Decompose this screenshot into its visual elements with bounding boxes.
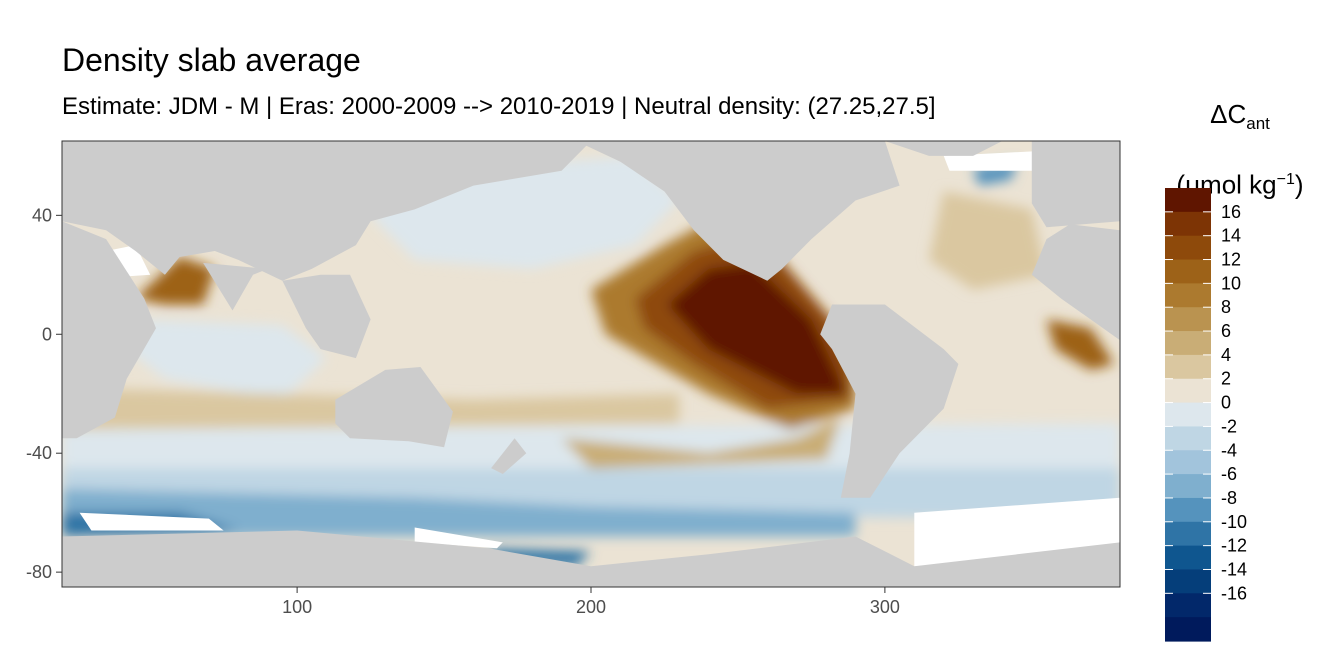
legend-swatch <box>1165 235 1211 261</box>
land-south-america <box>820 304 959 498</box>
legend-swatch <box>1165 474 1211 499</box>
y-tick-label: -80 <box>26 562 52 582</box>
land-europe <box>1031 141 1120 228</box>
legend-label: -12 <box>1221 536 1247 556</box>
land-eurasia-north <box>62 141 591 281</box>
field-north-atlantic <box>929 191 1047 290</box>
legend-label: 12 <box>1221 250 1241 270</box>
land-north-america <box>576 141 900 281</box>
legend-swatch <box>1165 283 1211 308</box>
legend-swatch <box>1165 521 1211 547</box>
field-ep-16 <box>667 262 847 394</box>
legend-label: -10 <box>1221 512 1247 532</box>
legend-label: 0 <box>1221 393 1231 413</box>
field-so-8 <box>62 488 856 537</box>
legend-label: 2 <box>1221 369 1231 389</box>
legend-swatch <box>1165 331 1211 356</box>
legend-label: 8 <box>1221 297 1231 317</box>
legend-label: -16 <box>1221 583 1247 603</box>
legend-title-sub: ant <box>1246 114 1270 134</box>
legend-label: -4 <box>1221 440 1237 460</box>
legend-label: 10 <box>1221 273 1241 293</box>
field-indian <box>126 319 327 400</box>
field-arabian-sea <box>135 257 215 305</box>
legend-swatch <box>1165 593 1211 618</box>
legend-label: 6 <box>1221 321 1231 341</box>
land-india <box>203 262 268 311</box>
y-tick-label: -40 <box>26 443 52 463</box>
legend-label: 4 <box>1221 345 1231 365</box>
land-se-asia <box>282 274 371 359</box>
legend-swatch <box>1165 188 1211 213</box>
x-tick-label: 200 <box>576 597 606 617</box>
legend-label: 16 <box>1221 202 1241 222</box>
legend-swatch <box>1165 450 1211 475</box>
legend-units-sup: −1 <box>1276 171 1295 189</box>
map-panel <box>62 141 1120 587</box>
legend-title: ΔCant (μmol kg−1) <box>1162 86 1318 213</box>
legend-swatch <box>1165 617 1211 642</box>
legend-swatch <box>1165 211 1211 237</box>
legend-label: -2 <box>1221 416 1237 436</box>
land-new-zealand <box>491 438 527 474</box>
legend-units-close: ) <box>1294 169 1304 200</box>
legend-label: 14 <box>1221 226 1241 246</box>
legend-swatch <box>1165 545 1211 571</box>
legend-swatch <box>1165 354 1211 380</box>
land-africa <box>62 221 156 439</box>
missing-patch-2 <box>414 527 503 549</box>
x-tick-label: 300 <box>870 597 900 617</box>
legend-swatch <box>1165 497 1211 523</box>
legend-swatch <box>1165 259 1211 284</box>
legend-title-main: ΔC <box>1210 99 1247 129</box>
legend-swatch <box>1165 569 1211 594</box>
legend-label: -14 <box>1221 559 1247 579</box>
legend-swatch <box>1165 378 1211 404</box>
field-southeast-pacific <box>561 417 841 469</box>
y-tick-label: 40 <box>32 205 52 225</box>
chart-subtitle: Estimate: JDM - M | Eras: 2000-2009 --> … <box>62 93 936 120</box>
x-tick-label: 100 <box>282 597 312 617</box>
legend-swatch <box>1165 307 1211 332</box>
missing-patch-0 <box>79 512 224 531</box>
legend-swatch <box>1165 402 1211 428</box>
land-antarctica <box>62 530 1120 587</box>
legend-swatch <box>1165 426 1211 451</box>
land-africa-east <box>1031 224 1120 341</box>
legend-label: -6 <box>1221 464 1237 484</box>
field-gulf-guinea <box>1046 319 1115 370</box>
y-tick-label: 0 <box>42 324 52 344</box>
legend-label: -8 <box>1221 488 1237 508</box>
chart-title: Density slab average <box>62 42 361 78</box>
land-australia <box>335 367 453 448</box>
land-greenland <box>884 141 1003 156</box>
